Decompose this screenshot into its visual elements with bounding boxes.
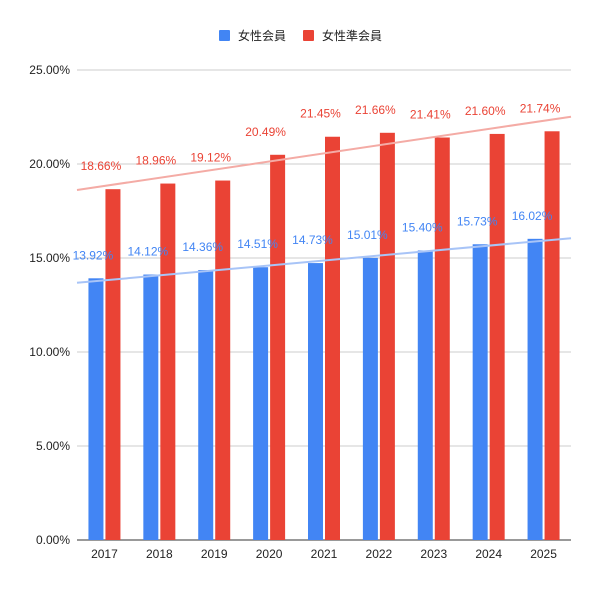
data-label-female-associate-2023: 21.41% — [410, 107, 451, 121]
legend-label-female-associate: 女性準会員 — [322, 28, 382, 43]
legend-swatch-female-member — [219, 30, 230, 41]
data-label-female-associate-2024: 21.60% — [465, 104, 506, 118]
data-label-female-associate-2025: 21.74% — [520, 101, 561, 115]
bar-female-associate-2021 — [325, 136, 340, 541]
bar-female-member-2019 — [198, 270, 214, 540]
x-tick-label: 2019 — [201, 547, 228, 561]
grid-lines — [77, 69, 571, 541]
data-label-female-member-2021: 14.73% — [292, 233, 333, 247]
x-tick-label: 2023 — [420, 547, 447, 561]
y-tick-label: 15.00% — [29, 251, 70, 265]
bar-female-associate-2018 — [160, 183, 176, 540]
trendline-female-associate — [76, 115, 572, 192]
x-tick-label: 2020 — [256, 547, 283, 561]
bar-female-associate-2025 — [544, 131, 560, 540]
data-label-female-member-2022: 15.01% — [347, 228, 388, 242]
x-tick-label: 2024 — [475, 547, 502, 561]
data-label-female-associate-2018: 18.96% — [135, 154, 176, 168]
bar-female-associate-2024 — [489, 133, 505, 541]
y-tick-label: 5.00% — [36, 439, 70, 453]
bar-female-associate-2022 — [379, 132, 395, 541]
bar-female-member-2017 — [88, 278, 104, 540]
bar-female-associate-2017 — [105, 189, 121, 540]
data-label-female-associate-2021: 21.45% — [300, 107, 341, 121]
y-tick-label: 0.00% — [36, 533, 70, 547]
x-axis: 2017 2018 2019 2020 2021 2022 2023 2024 2025 — [91, 547, 557, 561]
bar-female-member-2022 — [362, 257, 378, 540]
legend-label-female-member: 女性会員 — [238, 28, 286, 43]
bar-female-associate-2023 — [434, 137, 450, 540]
data-label-female-member-2023: 15.40% — [402, 220, 443, 234]
y-tick-label: 10.00% — [29, 345, 70, 359]
data-label-female-associate-2020: 20.49% — [245, 125, 286, 139]
bar-female-member-2020 — [253, 267, 269, 540]
data-label-female-member-2025: 16.02% — [512, 209, 553, 223]
data-label-female-member-2017: 13.92% — [73, 248, 114, 262]
bar-female-member-2025 — [527, 238, 543, 540]
data-label-female-member-2018: 14.12% — [127, 245, 168, 259]
x-tick-label: 2025 — [530, 547, 557, 561]
data-label-female-associate-2017: 18.66% — [81, 159, 122, 173]
data-label-female-member-2020: 14.51% — [237, 237, 278, 251]
x-tick-label: 2018 — [146, 547, 173, 561]
y-tick-label: 25.00% — [29, 63, 70, 77]
x-tick-label: 2017 — [91, 547, 118, 561]
bar-female-associate-2019 — [215, 180, 231, 540]
data-label-female-associate-2022: 21.66% — [355, 103, 396, 117]
bar-female-member-2023 — [417, 250, 433, 541]
x-tick-label: 2022 — [366, 547, 393, 561]
bar-female-associate-2020 — [270, 154, 286, 540]
legend-swatch-female-associate — [303, 30, 314, 41]
x-tick-label: 2021 — [311, 547, 338, 561]
bar-female-member-2021 — [308, 263, 323, 540]
data-label-female-member-2024: 15.73% — [457, 214, 498, 228]
y-axis: 0.00% 5.00% 10.00% 15.00% 20.00% 25.00% — [29, 63, 70, 547]
legend: 女性会員 女性準会員 — [219, 28, 382, 43]
bars — [88, 131, 560, 541]
data-label-female-member-2019: 14.36% — [182, 240, 223, 254]
bar-female-member-2018 — [143, 274, 159, 540]
trendlines — [76, 115, 572, 284]
data-labels: 13.92% 18.66% 14.12% 18.96% 14.36% 19.12% 14.5… — [73, 101, 561, 262]
data-label-female-associate-2019: 19.12% — [190, 151, 231, 165]
y-tick-label: 20.00% — [29, 157, 70, 171]
bar-female-member-2024 — [472, 244, 488, 540]
trendline-female-member — [76, 237, 572, 284]
